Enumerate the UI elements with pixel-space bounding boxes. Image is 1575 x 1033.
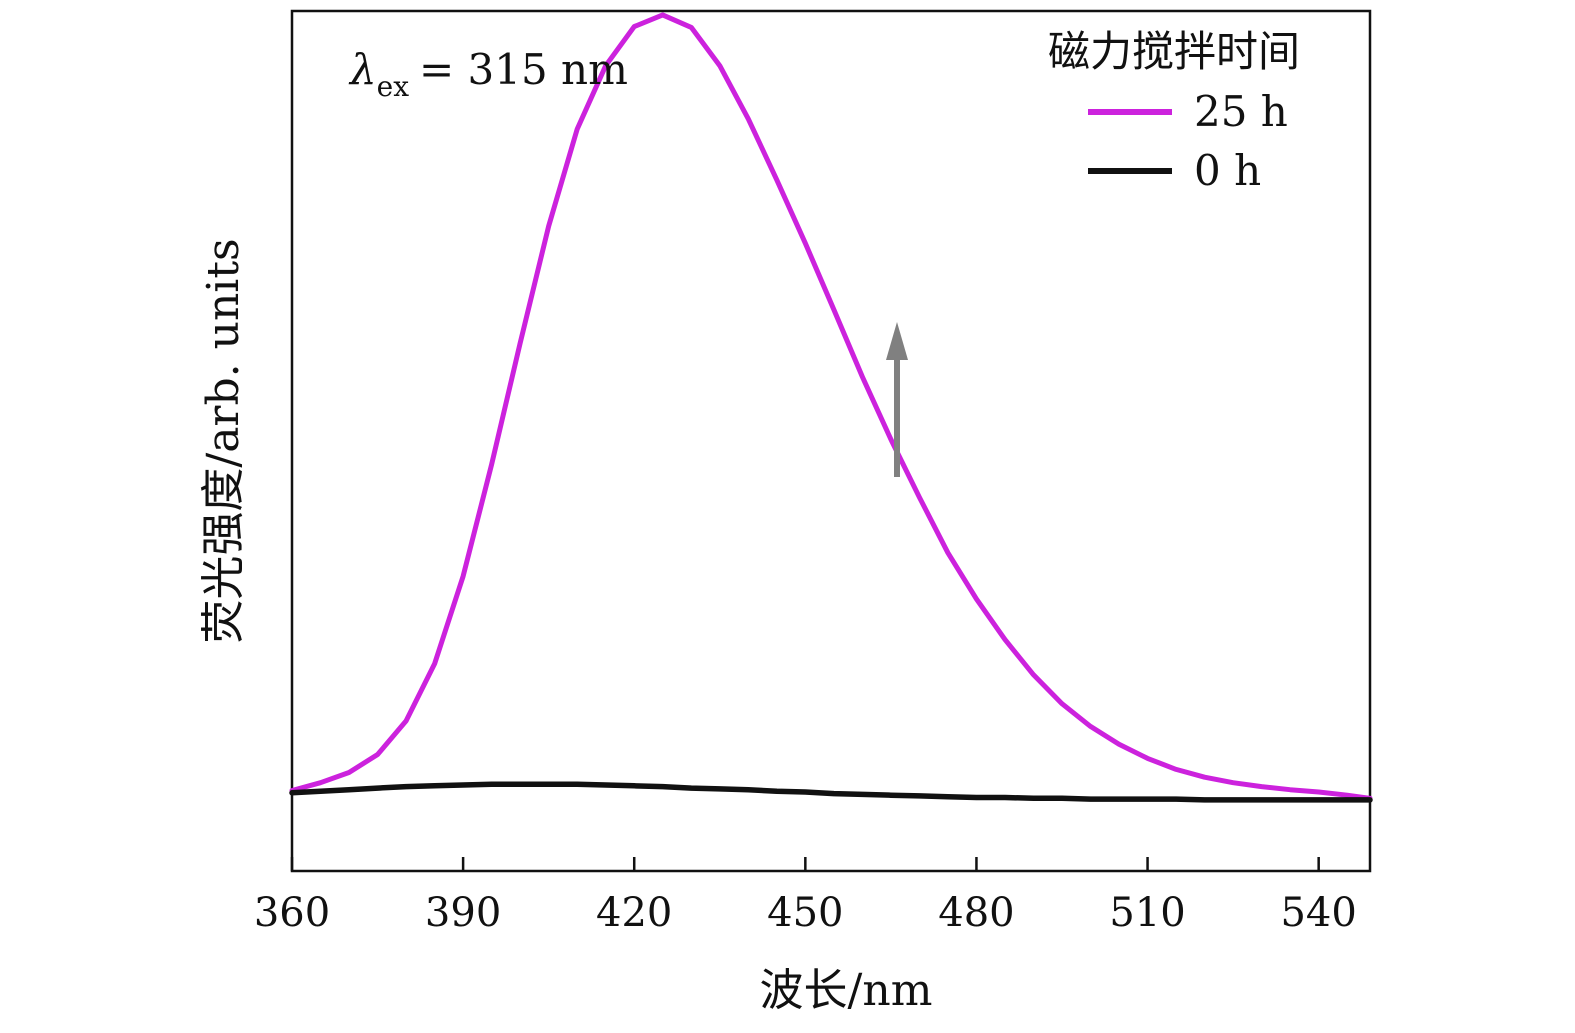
legend-title: 磁力搅拌时间 — [1048, 27, 1300, 76]
plot-frame — [290, 9, 1372, 873]
x-tick-label-540: 540 — [1280, 890, 1356, 936]
x-tick-label-450: 450 — [767, 890, 843, 936]
excitation-annotation: λex = 315 nm — [348, 45, 628, 103]
x-axis-ticks: 360 390 420 450 480 510 540 — [254, 857, 1357, 936]
legend: 磁力搅拌时间 25 h 0 h — [1048, 27, 1300, 195]
x-tick-label-390: 390 — [425, 890, 501, 936]
series-line-0h — [289, 781, 1373, 803]
arrow-head — [886, 322, 908, 360]
increase-arrow — [886, 322, 908, 477]
x-axis-title: 波长/nm — [760, 965, 933, 1016]
series-layer — [289, 12, 1373, 803]
x-tick-label-420: 420 — [596, 890, 672, 936]
annotation-lambda: λ — [348, 45, 377, 94]
legend-label-0h: 0 h — [1194, 146, 1261, 195]
x-tick-label-510: 510 — [1109, 890, 1185, 936]
annotation-value: = 315 nm — [419, 45, 628, 94]
legend-label-25h: 25 h — [1194, 87, 1288, 136]
series-line-25h — [289, 12, 1373, 801]
x-tick-label-480: 480 — [938, 890, 1014, 936]
annotation-subscript: ex — [377, 70, 410, 103]
x-tick-label-360: 360 — [254, 890, 330, 936]
y-axis-title: 荧光强度/arb. units — [198, 238, 249, 643]
